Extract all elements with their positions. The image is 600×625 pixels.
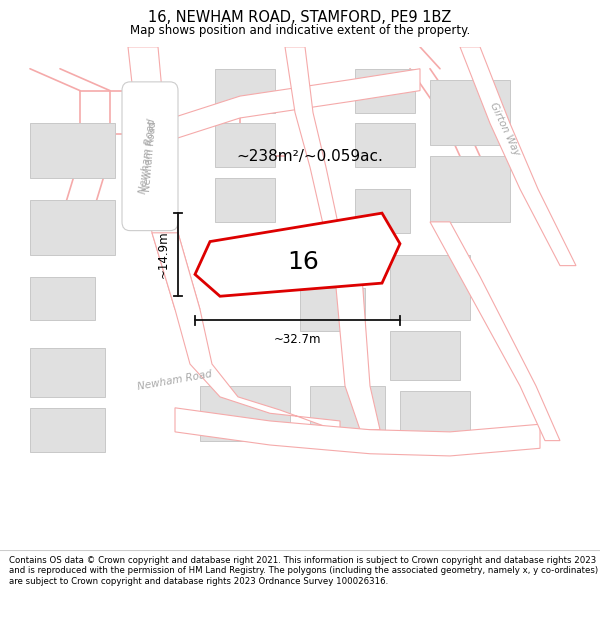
Polygon shape <box>300 232 365 276</box>
Polygon shape <box>175 408 540 456</box>
Text: ~238m²/~0.059ac.: ~238m²/~0.059ac. <box>236 149 383 164</box>
FancyBboxPatch shape <box>122 82 178 231</box>
Text: Map shows position and indicative extent of the property.: Map shows position and indicative extent… <box>130 24 470 36</box>
Text: Newham Road: Newham Road <box>142 121 158 192</box>
Text: Newham Road: Newham Road <box>139 118 158 194</box>
Polygon shape <box>430 156 510 222</box>
Polygon shape <box>310 386 385 441</box>
Text: 16: 16 <box>287 250 319 274</box>
Polygon shape <box>215 69 275 112</box>
Polygon shape <box>355 189 410 232</box>
Polygon shape <box>430 79 510 145</box>
Polygon shape <box>30 200 115 255</box>
Polygon shape <box>30 348 105 397</box>
Text: 16, NEWHAM ROAD, STAMFORD, PE9 1BZ: 16, NEWHAM ROAD, STAMFORD, PE9 1BZ <box>148 10 452 25</box>
Polygon shape <box>30 124 115 178</box>
Polygon shape <box>325 232 380 430</box>
Polygon shape <box>30 276 95 320</box>
Polygon shape <box>355 124 415 167</box>
Text: Girton Way: Girton Way <box>488 101 522 157</box>
Polygon shape <box>155 69 420 145</box>
Polygon shape <box>300 288 365 331</box>
Text: Newham Road: Newham Road <box>137 369 213 392</box>
Polygon shape <box>430 222 560 441</box>
Polygon shape <box>195 213 400 296</box>
Text: Contains OS data © Crown copyright and database right 2021. This information is : Contains OS data © Crown copyright and d… <box>9 556 598 586</box>
Text: ~14.9m: ~14.9m <box>157 231 170 279</box>
Polygon shape <box>285 47 354 276</box>
Polygon shape <box>390 331 460 381</box>
Polygon shape <box>200 386 290 441</box>
Polygon shape <box>215 178 275 222</box>
Polygon shape <box>400 391 470 446</box>
Polygon shape <box>152 232 340 432</box>
Polygon shape <box>215 124 275 167</box>
Polygon shape <box>128 47 200 309</box>
Polygon shape <box>390 255 470 320</box>
Polygon shape <box>30 408 105 451</box>
Polygon shape <box>460 47 576 266</box>
Polygon shape <box>355 69 415 112</box>
Text: ~32.7m: ~32.7m <box>274 334 321 346</box>
